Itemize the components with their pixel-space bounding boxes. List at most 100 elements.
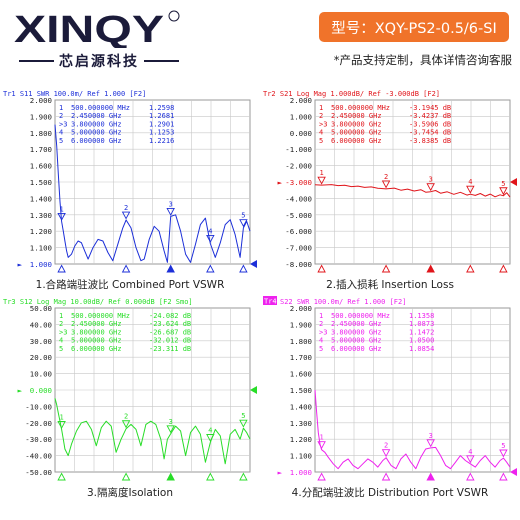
y-tick-label: -6.000 bbox=[285, 227, 312, 236]
marker-readout-freq: 500.000000 MHz bbox=[331, 312, 390, 320]
marker-triangle-icon bbox=[466, 185, 475, 194]
y-tick-label: 30.00 bbox=[30, 337, 52, 346]
marker-triangle-icon bbox=[206, 434, 215, 442]
y-tick-label: -5.000 bbox=[285, 211, 312, 220]
marker-triangle-icon bbox=[166, 207, 175, 216]
marker-number: 5 bbox=[241, 412, 245, 420]
marker-readout-value: 1.1358 bbox=[409, 312, 434, 320]
marker-readout-value: -26.687 dB bbox=[149, 328, 191, 336]
marker-readout-freq: 3.800000 GHz bbox=[331, 328, 382, 336]
marker-readout-value: 1.0854 bbox=[409, 345, 434, 353]
y-tick-label: 1.500 bbox=[30, 178, 52, 187]
divider-line bbox=[19, 60, 54, 62]
marker-number: 4 bbox=[208, 227, 212, 235]
marker-readout-value: -23.311 dB bbox=[149, 345, 191, 353]
marker-readout-freq: 5.000000 GHz bbox=[71, 129, 122, 137]
marker-number: 2 bbox=[124, 204, 128, 212]
y-tick-label: 1.400 bbox=[30, 194, 52, 203]
marker-readout-freq: 500.000000 MHz bbox=[331, 104, 390, 112]
y-tick-label: 1.900 bbox=[30, 112, 52, 121]
y-tick-label: 2.000 bbox=[30, 96, 52, 105]
marker-readout-label: 5 bbox=[59, 345, 63, 353]
marker-readout-value: -3.5906 dB bbox=[409, 120, 451, 128]
marker-readout-value: 1.2216 bbox=[149, 137, 174, 145]
marker-readout-label: 4 bbox=[319, 337, 323, 345]
y-tick-label: -40.00 bbox=[25, 452, 52, 461]
marker-readout-label: 4 bbox=[59, 129, 63, 137]
y-tick-label: 1.700 bbox=[30, 145, 52, 154]
x-marker-icon bbox=[466, 264, 475, 273]
x-marker-icon bbox=[426, 472, 435, 481]
marker-readout-value: 1.1253 bbox=[149, 129, 174, 137]
y-tick-label: 1.500 bbox=[290, 386, 312, 395]
marker-readout-label: 2 bbox=[319, 320, 323, 328]
brand-logo: XINQY bbox=[14, 9, 180, 48]
y-tick-label: 1.200 bbox=[290, 435, 312, 444]
y-tick-label: -3.000 bbox=[285, 178, 312, 187]
y-tick-label: 40.00 bbox=[30, 320, 52, 329]
customization-note: *产品支持定制，具体详情咨询客服 bbox=[333, 53, 512, 67]
marker-readout-label: >3 bbox=[319, 328, 327, 336]
ref-arrow-icon: ► bbox=[18, 260, 23, 269]
ref-arrow-icon: ► bbox=[18, 386, 23, 395]
marker-readout-label: 4 bbox=[59, 337, 63, 345]
chart-caption: 3.隔离度Isolation bbox=[87, 486, 173, 499]
marker-readout-label: >3 bbox=[319, 120, 327, 128]
y-tick-label: 0.000 bbox=[290, 129, 312, 138]
x-marker-icon bbox=[317, 264, 326, 273]
y-tick-label: 1.800 bbox=[290, 337, 312, 346]
chart-title: Tr1 S11 SWR 100.0m/ Ref 1.000 [F2] bbox=[3, 90, 146, 98]
y-tick-label: 1.100 bbox=[290, 452, 312, 461]
marker-triangle-icon bbox=[166, 425, 175, 434]
marker-readout-freq: 5.000000 GHz bbox=[331, 337, 382, 345]
marker-readout-value: 1.1472 bbox=[409, 328, 434, 336]
chart-isolation: 50.00 40.00 30.00 20.00 10.00 ► 0.000 -10.00 -20… bbox=[3, 298, 257, 499]
marker-readout-value: -3.7454 dB bbox=[409, 129, 451, 137]
marker-readout-freq: 2.450000 GHz bbox=[71, 320, 122, 328]
x-marker-icon bbox=[239, 472, 248, 481]
marker-number: 2 bbox=[384, 442, 388, 450]
x-marker-icon bbox=[466, 472, 475, 481]
marker-readout-label: 5 bbox=[319, 345, 323, 353]
ref-level-arrow-icon bbox=[250, 386, 257, 394]
marker-readout-label: 4 bbox=[319, 129, 323, 137]
marker-triangle-icon bbox=[121, 211, 131, 220]
chart-title: Tr2 S21 Log Mag 1.000dB/ Ref -3.000dB [F… bbox=[263, 90, 440, 98]
y-tick-label: 1.800 bbox=[30, 129, 52, 138]
marker-number: 3 bbox=[169, 418, 173, 426]
registered-mark-icon bbox=[168, 10, 180, 22]
marker-readout-freq: 6.000000 GHz bbox=[71, 137, 122, 145]
marker-readout-label: 5 bbox=[59, 137, 63, 145]
x-marker-icon bbox=[121, 472, 131, 481]
y-tick-label: 1.300 bbox=[290, 419, 312, 428]
marker-readout-value: -3.4237 dB bbox=[409, 112, 451, 120]
marker-readout-value: -3.8385 dB bbox=[409, 137, 451, 145]
marker-readout-label: 1 bbox=[59, 312, 63, 320]
marker-readout-freq: 3.800000 GHz bbox=[71, 120, 122, 128]
marker-readout-value: 1.2598 bbox=[149, 104, 174, 112]
ref-level-arrow-icon bbox=[510, 178, 517, 186]
y-tick-label: 1.100 bbox=[30, 244, 52, 253]
marker-readout-freq: 2.450000 GHz bbox=[331, 320, 382, 328]
model-badge: 型号：XQY-PS2-0.5/6-SI bbox=[319, 12, 509, 42]
x-marker-icon bbox=[206, 472, 215, 481]
marker-triangle-icon bbox=[57, 212, 66, 221]
y-tick-label: 50.00 bbox=[30, 304, 52, 313]
x-marker-icon bbox=[166, 264, 175, 273]
marker-number: 3 bbox=[429, 432, 433, 440]
marker-readout-label: 1 bbox=[319, 312, 323, 320]
x-marker-icon bbox=[57, 472, 66, 481]
marker-triangle-icon bbox=[239, 419, 248, 428]
marker-readout-label: 2 bbox=[59, 320, 63, 328]
marker-readout-freq: 2.450000 GHz bbox=[331, 112, 382, 120]
x-marker-icon bbox=[239, 264, 248, 273]
marker-number: 1 bbox=[320, 169, 324, 177]
trace-badge-label: Tr4 bbox=[264, 298, 277, 306]
marker-readout-value: 1.2901 bbox=[149, 120, 174, 128]
y-tick-label: 1.000 bbox=[290, 468, 312, 477]
brand-subtitle: 芯启源科技 bbox=[59, 54, 139, 70]
y-tick-label: 1.000 bbox=[290, 112, 312, 121]
marker-triangle-icon bbox=[381, 449, 391, 458]
marker-readout-value: -3.1945 dB bbox=[409, 104, 451, 112]
marker-readout-value: 1.2681 bbox=[149, 112, 174, 120]
